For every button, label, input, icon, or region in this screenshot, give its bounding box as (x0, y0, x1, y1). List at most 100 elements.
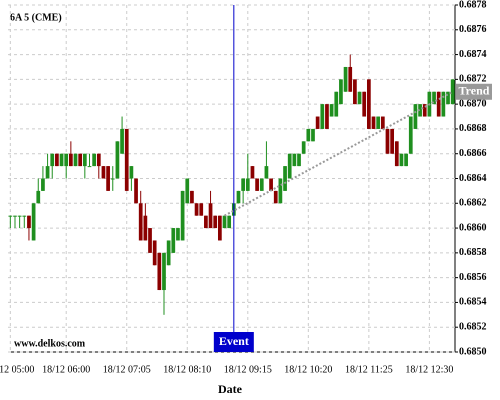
x-tick-label: 18/12 10:20 (284, 364, 332, 375)
candle-body (190, 190, 194, 204)
y-tick-label: 0.6854 (459, 297, 487, 308)
candle-body (22, 215, 27, 217)
candle-body (418, 104, 422, 117)
candle-body (436, 91, 441, 117)
candle-body (432, 91, 436, 105)
candle-body (385, 128, 390, 154)
candle-body (301, 141, 306, 154)
y-tick-label: 0.6852 (459, 322, 487, 333)
y-tick-label: 0.6874 (459, 49, 487, 60)
candle-body (259, 178, 264, 191)
candle-body (329, 104, 334, 117)
candle-body (441, 91, 446, 117)
candle-body (236, 190, 241, 204)
candle-body (138, 203, 143, 241)
candle-body (120, 128, 124, 154)
candle-body (357, 91, 362, 105)
candle-body (334, 91, 339, 117)
x-tick-label: 18/12 12:30 (405, 364, 453, 375)
candle-body (152, 240, 157, 266)
candle-body (101, 166, 106, 179)
candle-body (87, 166, 92, 168)
candle-body (278, 178, 283, 204)
candle-body (287, 153, 292, 179)
candle-body (199, 203, 204, 216)
trend-label: Trend (459, 84, 490, 98)
candle-body (380, 116, 385, 129)
x-tick-label: 18/12 08:10 (163, 364, 211, 375)
candle-body (366, 79, 371, 129)
candle-body (129, 166, 134, 179)
candle-body (50, 153, 55, 167)
candle-body (376, 116, 381, 129)
candle-body (166, 240, 171, 266)
candle-body (353, 79, 357, 105)
candle-body (213, 215, 218, 229)
chart-title: 6A 5 (CME) (10, 12, 62, 23)
candle-body (8, 215, 13, 217)
candle-body (92, 153, 97, 167)
y-tick-label: 0.6862 (459, 198, 487, 209)
candle-body (399, 153, 404, 167)
y-tick-label: 0.6850 (459, 346, 487, 357)
y-tick-label: 0.6878 (459, 0, 487, 10)
y-tick-label: 0.6864 (459, 173, 487, 184)
candle-body (450, 79, 455, 105)
candle-body (292, 153, 297, 167)
y-tick-label: 0.6872 (459, 74, 487, 85)
event-label: Event (219, 334, 249, 348)
candle-body (339, 79, 343, 105)
y-tick-label: 0.6860 (459, 222, 487, 233)
candle-body (315, 116, 320, 129)
candle-body (217, 215, 222, 241)
candle-body (394, 141, 399, 167)
candle-body (446, 91, 450, 105)
y-tick-label: 0.6856 (459, 272, 487, 283)
candle-body (343, 66, 348, 92)
candle-body (241, 178, 246, 191)
candle-body (422, 104, 427, 117)
candle-body (194, 203, 199, 216)
trend-line (224, 90, 454, 217)
candle-body (59, 153, 64, 167)
candle-body (13, 215, 17, 217)
candle-body (390, 128, 395, 154)
candle-body (404, 153, 408, 167)
candle-body (273, 190, 278, 204)
candle-body (41, 178, 45, 191)
candle-body (157, 252, 162, 291)
candle-body (68, 153, 73, 167)
candle-body (162, 252, 166, 291)
candle-body (82, 153, 87, 167)
candle-body (36, 190, 41, 204)
candle-body (106, 166, 110, 191)
candle-body (245, 178, 250, 191)
x-tick-label: 18/12 06:00 (42, 364, 90, 375)
candle-body (96, 153, 101, 167)
candle-body (413, 104, 418, 129)
y-tick-label: 0.6870 (459, 98, 487, 109)
candle-body (176, 228, 180, 241)
candle-body (110, 178, 115, 180)
candle-body (222, 215, 227, 229)
candle-body (17, 215, 22, 217)
candle-body (148, 228, 152, 253)
candle-body (134, 178, 138, 204)
candle-body (362, 91, 367, 117)
candle-body (408, 116, 413, 154)
y-tick-label: 0.6876 (459, 24, 487, 35)
candle-body (124, 128, 129, 191)
candle-body (283, 166, 287, 191)
candle-body (264, 166, 269, 179)
x-tick-label: 18/12 11:25 (345, 364, 393, 375)
candle-body (348, 66, 353, 92)
y-tick-label: 0.6868 (459, 123, 487, 134)
candle-body (180, 190, 185, 241)
candle-body (371, 116, 376, 129)
candle-body (255, 178, 259, 191)
candle-body (115, 141, 120, 179)
candle-body (185, 178, 190, 204)
candle-body (227, 215, 232, 229)
candle-body (78, 153, 83, 167)
